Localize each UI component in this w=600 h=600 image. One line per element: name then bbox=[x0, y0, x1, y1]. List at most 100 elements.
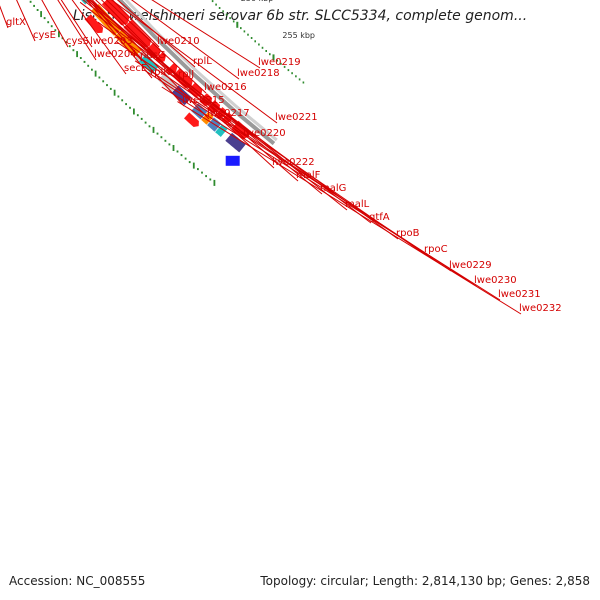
scale-label: 250 kbp bbox=[241, 0, 274, 3]
gene-label[interactable]: lwe0220 bbox=[243, 128, 286, 139]
scale-dot bbox=[232, 20, 235, 23]
leader-line bbox=[85, 0, 153, 79]
cds-arrow bbox=[155, 51, 167, 63]
outer-scale-dot bbox=[192, 162, 195, 169]
gene-labels[interactable]: gltXcysEcysSlwe0203lwe0204lwe0210nusGsec… bbox=[0, 0, 562, 315]
scale-dot bbox=[229, 17, 231, 20]
topology-summary: Topology: circular; Length: 2,814,130 bp… bbox=[260, 574, 590, 588]
outer-scale-dot bbox=[180, 154, 183, 157]
gene-label[interactable]: rpoC bbox=[424, 244, 448, 255]
outer-scale-dot bbox=[98, 76, 101, 79]
backbone-line-inner bbox=[124, 0, 278, 142]
scale-dot bbox=[218, 7, 221, 9]
gene-label[interactable]: gtfA bbox=[369, 212, 390, 223]
leader-line bbox=[79, 1, 372, 224]
scale-dot bbox=[298, 78, 301, 81]
outer-scale-dot bbox=[197, 168, 199, 171]
outer-scale-dot bbox=[113, 89, 116, 96]
scale-dot bbox=[225, 13, 228, 16]
leader-line bbox=[151, 0, 261, 69]
cds-arrow-outer bbox=[84, 14, 104, 34]
cds-arrow-outer bbox=[184, 112, 199, 127]
outer-scale-dot bbox=[136, 114, 139, 117]
scale-dot bbox=[276, 59, 278, 62]
outer-scale-dot bbox=[91, 68, 93, 71]
scale-dot bbox=[243, 30, 246, 33]
scale-ticks: 220 kbp225 kbp230 kbp235 kbp240 kbp245 k… bbox=[29, 0, 315, 186]
outer-scale-dot bbox=[83, 60, 86, 63]
gene-label[interactable]: lwe0229 bbox=[449, 260, 492, 271]
gene-label[interactable]: malG bbox=[320, 183, 346, 194]
outer-scale-dot bbox=[125, 103, 127, 106]
gene-label[interactable]: rplK bbox=[150, 67, 170, 78]
leader-line bbox=[177, 101, 522, 315]
scale-dot bbox=[261, 46, 264, 49]
feature-segment bbox=[224, 131, 247, 154]
cds-arrow bbox=[101, 0, 130, 26]
outer-scale-dot bbox=[87, 64, 90, 67]
leader-line bbox=[116, 0, 196, 68]
outer-scale-dot bbox=[109, 87, 112, 90]
gene-label[interactable]: lwe0204 bbox=[94, 49, 137, 60]
gene-label[interactable]: lwe0231 bbox=[498, 289, 541, 300]
gene-label[interactable]: gltX bbox=[6, 17, 26, 28]
outer-scale-dot bbox=[79, 57, 82, 59]
gene-label[interactable]: lwe0219 bbox=[258, 57, 301, 68]
outer-scale-dot bbox=[184, 157, 187, 160]
gene-label[interactable]: lwe0210 bbox=[157, 36, 200, 47]
scale-dot bbox=[215, 3, 217, 6]
scale-dot bbox=[291, 72, 293, 75]
backbone-line-outer bbox=[117, 0, 276, 146]
leader-line bbox=[60, 0, 93, 48]
gene-label[interactable]: rpoB bbox=[396, 228, 420, 239]
leader-line bbox=[130, 0, 240, 80]
outer-scale-dot bbox=[213, 179, 216, 186]
outer-scale-dot bbox=[209, 178, 212, 181]
gene-label[interactable]: lwe0216 bbox=[204, 82, 247, 93]
outer-scale-dot bbox=[148, 125, 151, 128]
gene-label[interactable]: malL bbox=[345, 199, 370, 210]
scale-dot bbox=[236, 21, 239, 28]
leader-line bbox=[71, 0, 127, 75]
leader-line bbox=[161, 86, 501, 301]
gene-label[interactable]: lwe0203 bbox=[90, 36, 133, 47]
gene-label[interactable]: rplL bbox=[193, 56, 212, 67]
leader-line bbox=[87, 0, 185, 107]
outer-scale-dot bbox=[129, 106, 131, 109]
outer-scale-dot bbox=[188, 161, 191, 164]
scale-dot bbox=[287, 69, 290, 72]
cds-arrow bbox=[123, 19, 152, 48]
scale-dot bbox=[222, 10, 224, 13]
outer-scale-dot bbox=[168, 143, 171, 146]
leader-line bbox=[41, 0, 69, 48]
outer-scale-dot bbox=[72, 49, 75, 52]
map-title: Listeria welshimeri serovar 6b str. SLCC… bbox=[72, 8, 528, 24]
outer-scale-dot bbox=[65, 41, 67, 44]
gene-label[interactable]: lwe0230 bbox=[474, 275, 517, 286]
scale-label: 255 kbp bbox=[282, 31, 315, 40]
gene-label[interactable]: lwe0221 bbox=[275, 112, 318, 123]
outer-scale-dot bbox=[117, 95, 120, 98]
cds-arrow bbox=[166, 62, 178, 74]
genome-map[interactable]: 220 kbp225 kbp230 kbp235 kbp240 kbp245 k… bbox=[0, 0, 600, 570]
gene-label[interactable]: cysS bbox=[66, 36, 89, 47]
leader-line bbox=[110, 0, 278, 124]
gene-label[interactable]: lwe0218 bbox=[237, 68, 280, 79]
outer-scale-dot bbox=[156, 132, 159, 135]
gene-label[interactable]: lwe0222 bbox=[272, 157, 315, 168]
feature-marker bbox=[225, 155, 240, 166]
gene-label[interactable]: lwe0232 bbox=[519, 303, 562, 314]
scale-dot bbox=[280, 62, 282, 65]
leader-line bbox=[111, 0, 160, 48]
outer-scale-dot bbox=[50, 25, 53, 28]
gene-label[interactable]: secE bbox=[124, 63, 147, 74]
scale-dot bbox=[295, 75, 297, 78]
scale-dot bbox=[302, 81, 305, 84]
outer-scale-dot bbox=[94, 70, 97, 77]
outer-scale-dot bbox=[40, 11, 42, 18]
outer-scale-dot bbox=[76, 51, 78, 58]
gene-label[interactable]: lwe0217 bbox=[207, 108, 250, 119]
scale-dot bbox=[247, 33, 249, 36]
outer-scale-dot bbox=[152, 126, 155, 133]
gene-label[interactable]: cysE bbox=[33, 30, 56, 41]
